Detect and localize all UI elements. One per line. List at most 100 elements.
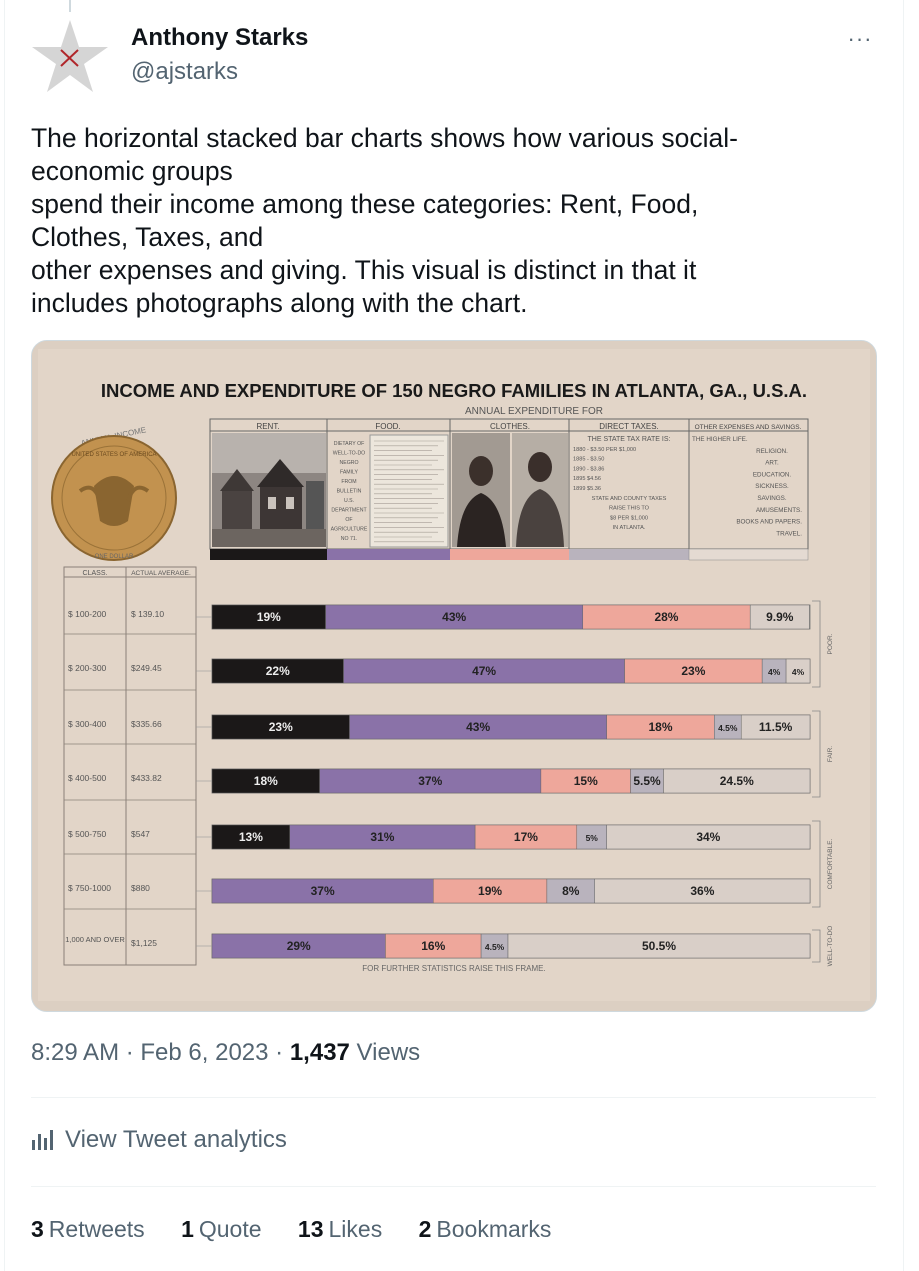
quotes-label: Quote xyxy=(198,1216,262,1242)
divider xyxy=(31,1186,876,1187)
food-note-line: WELL-TO-DO xyxy=(333,451,365,457)
tax-note-line: 1899 $5.36 xyxy=(573,486,601,492)
tax-note-line: $8 PER $1,000 xyxy=(610,515,648,521)
average-label: $249.45 xyxy=(131,663,162,673)
food-color-strip xyxy=(327,549,450,560)
bar-label: 17% xyxy=(514,830,538,844)
bar-segment-food xyxy=(211,878,434,904)
bookmarks-count: 2 xyxy=(418,1216,432,1242)
engagement-stats: 3 Retweets 1 Quote 13 Likes 2 Bookmarks xyxy=(31,1216,581,1243)
bar-label: 13% xyxy=(239,830,263,844)
star-avatar-icon xyxy=(32,20,108,92)
author-name[interactable]: Anthony Starks xyxy=(131,24,309,51)
other-note-line: TRAVEL. xyxy=(776,530,802,537)
bar-segment-rent xyxy=(211,768,320,794)
bar-label: 24.5% xyxy=(720,774,754,788)
bar-label: 19% xyxy=(257,610,281,624)
tweet-time[interactable]: 8:29 AM xyxy=(31,1039,120,1066)
author-handle[interactable]: @ajstarks xyxy=(131,58,239,85)
tweet-media-image[interactable]: INCOME AND EXPENDITURE OF 150 NEGRO FAMI… xyxy=(31,340,877,1012)
retweets-count: 3 xyxy=(31,1216,44,1242)
class-label: $ 750-1000 xyxy=(68,883,111,893)
bookmarks-stat[interactable]: 2 Bookmarks xyxy=(419,1216,552,1243)
avatar[interactable] xyxy=(31,18,109,96)
bar-segment-clothes xyxy=(474,824,578,850)
tweet-text-line: Clothes, Taxes, and xyxy=(31,222,264,252)
likes-stat[interactable]: 13 Likes xyxy=(298,1216,382,1243)
bar-segment-food xyxy=(289,824,476,850)
group-bracket xyxy=(812,710,821,798)
bar-label: 31% xyxy=(370,830,394,844)
bar-segment-other xyxy=(594,878,811,904)
bar-segment-taxes xyxy=(480,933,509,959)
average-label: $433.82 xyxy=(131,773,162,783)
bar-segment-food xyxy=(349,714,607,740)
food-document xyxy=(369,434,449,548)
views-count: 1,437 xyxy=(289,1039,350,1066)
bar-segment-food xyxy=(211,933,386,959)
tax-note-line: THE STATE TAX RATE IS: xyxy=(588,436,671,443)
meta-separator: · xyxy=(119,1039,141,1066)
bar-label: 18% xyxy=(254,774,278,788)
other-color-strip xyxy=(688,548,809,561)
group-label: FAIR. xyxy=(827,746,834,762)
other-note-line: EDUCATION. xyxy=(753,471,792,478)
food-note-line: U.S. xyxy=(344,498,354,504)
bar-label: 4% xyxy=(768,667,781,677)
dollar-coin: ANNUAL INCOME UNITED STATES OF AMERICA O… xyxy=(51,425,177,561)
more-options-icon[interactable]: ··· xyxy=(847,26,873,51)
tweet-text-line: other expenses and giving. This visual i… xyxy=(31,255,697,285)
tweet-text-line: The horizontal stacked bar charts shows … xyxy=(31,123,738,153)
clothes-color-strip xyxy=(450,549,569,560)
tax-note: THE STATE TAX RATE IS: 1880 - $3.50 PER $… xyxy=(573,436,671,531)
bar-label: 8% xyxy=(562,884,580,898)
bar-segment-clothes xyxy=(433,878,548,904)
col-header-food: FOOD. xyxy=(375,422,400,431)
average-label: $ 139.10 xyxy=(131,609,164,619)
tweet-date[interactable]: Feb 6, 2023 xyxy=(140,1039,269,1066)
rent-color-strip xyxy=(210,549,327,560)
bar-label: 22% xyxy=(266,664,290,678)
view-analytics-link[interactable]: View Tweet analytics xyxy=(31,1126,287,1154)
likes-count: 13 xyxy=(297,1216,324,1242)
bar-segment-other xyxy=(663,768,811,794)
food-note-line: AGRICULTURE xyxy=(331,527,368,533)
chart-title: INCOME AND EXPENDITURE OF 150 NEGRO FAMI… xyxy=(101,380,807,401)
bar-segment-other xyxy=(606,824,811,850)
bar-label: 47% xyxy=(472,664,496,678)
bar-label: 23% xyxy=(681,664,705,678)
coin-bottom-text: ONE DOLLAR xyxy=(95,554,134,560)
group-bracket xyxy=(812,600,821,688)
food-note-line: OF xyxy=(345,517,352,523)
coin-top-text: UNITED STATES OF AMERICA xyxy=(71,452,156,458)
bar-segment-clothes xyxy=(540,768,631,794)
bar-segment-other xyxy=(740,714,811,740)
food-document-lines xyxy=(374,440,444,543)
group-bracket xyxy=(812,820,821,908)
tweet-text-line: economic groups xyxy=(31,156,233,186)
houses-photo xyxy=(212,433,326,547)
taxes-color-strip xyxy=(569,549,689,560)
bar-label: 4.5% xyxy=(718,723,738,733)
quotes-stat[interactable]: 1 Quote xyxy=(181,1216,261,1243)
bar-segment-taxes xyxy=(714,714,742,740)
analytics-label: View Tweet analytics xyxy=(65,1126,287,1153)
food-note-line: NEGRO xyxy=(339,460,358,466)
food-note-line: DEPARTMENT xyxy=(331,508,367,514)
bar-label: 19% xyxy=(478,884,502,898)
bar-segment-food xyxy=(319,768,542,794)
bar-label: 50.5% xyxy=(642,939,676,953)
retweets-stat[interactable]: 3 Retweets xyxy=(31,1216,145,1243)
tax-note-line: 1880 - $3.50 PER $1,000 xyxy=(573,447,636,453)
quotes-count: 1 xyxy=(181,1216,194,1242)
bar-label: 28% xyxy=(654,610,678,624)
other-note-line: BOOKS AND PAPERS. xyxy=(736,519,802,526)
group-bracket xyxy=(812,929,821,963)
bar-label: 23% xyxy=(269,720,293,734)
tweet-meta: 8:29 AM · Feb 6, 2023 · 1,437 Views xyxy=(31,1039,420,1067)
food-note-line: FAMILY xyxy=(340,470,359,476)
food-note-line: DIETARY OF xyxy=(334,441,365,447)
stacked-bars: 19% 43% 28% 9.9% 22% 47% 23% 4% 4% 23% 43% 18% 4.5% 1… xyxy=(196,604,811,959)
average-label: $1,125 xyxy=(131,938,157,948)
bar-segment-taxes xyxy=(630,768,664,794)
